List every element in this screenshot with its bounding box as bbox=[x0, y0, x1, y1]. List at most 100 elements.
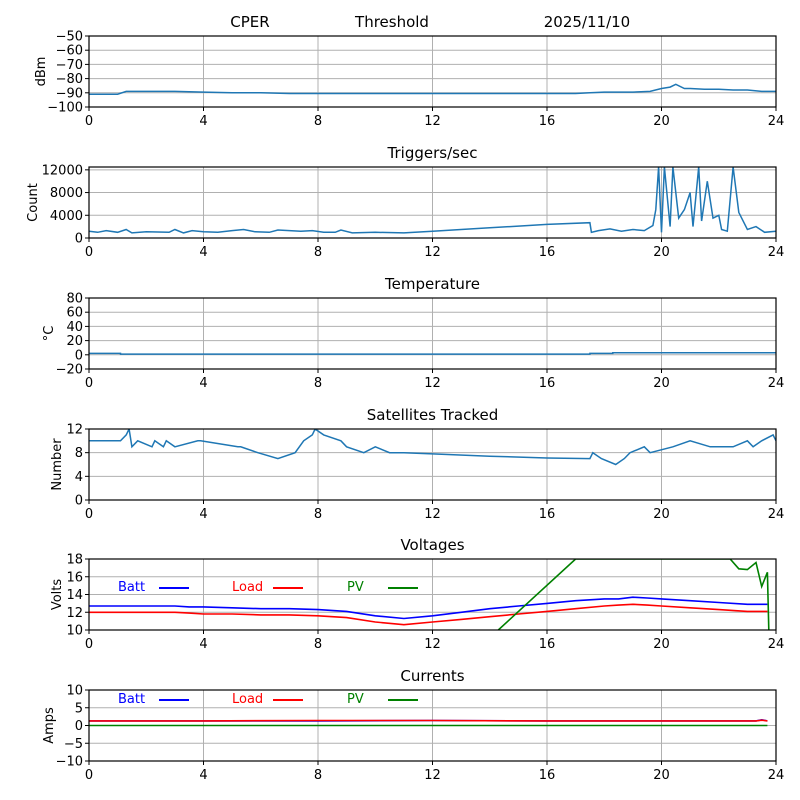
x-tick-label: 8 bbox=[314, 114, 322, 129]
legend-item-pv: PV bbox=[347, 692, 418, 707]
y-tick-label: 5 bbox=[75, 701, 83, 716]
x-tick-label: 8 bbox=[314, 376, 322, 391]
legend-label: Batt bbox=[118, 580, 145, 595]
panel-title: Satellites Tracked bbox=[367, 406, 498, 424]
x-tick-label: 12 bbox=[424, 768, 441, 783]
x-tick-label: 8 bbox=[314, 245, 322, 260]
y-tick-label: 14 bbox=[66, 588, 83, 603]
y-tick-label: −60 bbox=[56, 44, 83, 59]
x-tick-label: 20 bbox=[653, 637, 670, 652]
series-load bbox=[89, 603, 768, 626]
legend-label: Load bbox=[232, 692, 263, 707]
panel-dbm: 0 4 8 12 16 20 24 −100−90−80−70−60−50 dBm bbox=[34, 30, 784, 130]
x-tick-label: 24 bbox=[768, 245, 785, 260]
y-tick-label: 12 bbox=[66, 606, 83, 621]
x-tick-label: 0 bbox=[85, 507, 93, 522]
y-axis-label: Amps bbox=[42, 707, 57, 744]
series-triggers bbox=[89, 167, 776, 234]
y-tick-label: 0 bbox=[75, 232, 83, 247]
x-tick-label: 0 bbox=[85, 245, 93, 260]
panel-title: Voltages bbox=[400, 536, 464, 554]
y-tick-label: −70 bbox=[56, 58, 83, 73]
y-axis-label: dBm bbox=[34, 57, 49, 87]
x-tick-label: 20 bbox=[653, 507, 670, 522]
x-tick-label: 12 bbox=[424, 376, 441, 391]
x-tick-label: 4 bbox=[199, 768, 207, 783]
x-tick-label: 16 bbox=[539, 768, 556, 783]
x-tick-label: 24 bbox=[768, 637, 785, 652]
series-pv bbox=[497, 559, 770, 630]
y-tick-label: −20 bbox=[56, 363, 83, 378]
x-tick-label: 0 bbox=[85, 376, 93, 391]
panel-voltages: 0 4 8 12 16 20 24 10 12 14 16 18 Voltages Volts Batt Lo… bbox=[50, 536, 784, 652]
x-tick-label: 12 bbox=[424, 637, 441, 652]
y-tick-label: −80 bbox=[56, 72, 83, 87]
x-tick-label: 4 bbox=[199, 245, 207, 260]
y-tick-label: 0 bbox=[75, 494, 83, 509]
header-mode: Threshold bbox=[354, 13, 429, 31]
legend: Batt Load PV bbox=[118, 580, 418, 595]
x-tick-label: 16 bbox=[539, 245, 556, 260]
y-tick-label: 10 bbox=[66, 624, 83, 639]
legend-label: Load bbox=[232, 580, 263, 595]
legend-label: PV bbox=[347, 580, 364, 595]
x-tick-label: 8 bbox=[314, 507, 322, 522]
y-axis-label: Count bbox=[26, 183, 41, 222]
y-tick-label: 8 bbox=[75, 446, 83, 461]
x-tick-label: 24 bbox=[768, 376, 785, 391]
panel-satellites-tracked: 0 4 8 12 16 20 24 0 4 8 12 Satellites Tracked Number bbox=[50, 406, 784, 522]
y-tick-label: 12 bbox=[66, 423, 83, 438]
y-tick-label: 10 bbox=[66, 684, 83, 699]
x-tick-label: 20 bbox=[653, 114, 670, 129]
y-tick-label: −100 bbox=[47, 101, 83, 116]
y-tick-label: 18 bbox=[66, 553, 83, 568]
panel-currents: 0 4 8 12 16 20 24 −10 −5 0 5 10 Currents Amps Batt Load… bbox=[42, 667, 784, 783]
x-tick-label: 24 bbox=[768, 768, 785, 783]
x-tick-label: 24 bbox=[768, 507, 785, 522]
y-tick-label: −50 bbox=[56, 30, 83, 45]
series-batt bbox=[89, 596, 768, 620]
panel-title: Triggers/sec bbox=[387, 144, 478, 162]
x-tick-label: 16 bbox=[539, 507, 556, 522]
x-tick-label: 20 bbox=[653, 768, 670, 783]
y-axis-label: °C bbox=[42, 326, 57, 342]
y-tick-label: 80 bbox=[66, 292, 83, 307]
y-tick-label: 4 bbox=[75, 470, 83, 485]
y-tick-label: 12000 bbox=[42, 163, 83, 178]
series-load bbox=[89, 719, 768, 722]
legend-label: PV bbox=[347, 692, 364, 707]
legend-item-load: Load bbox=[232, 580, 303, 595]
x-tick-label: 0 bbox=[85, 768, 93, 783]
y-tick-label: 4000 bbox=[50, 209, 83, 224]
x-tick-label: 16 bbox=[539, 376, 556, 391]
x-tick-label: 24 bbox=[768, 114, 785, 129]
y-tick-label: 0 bbox=[75, 348, 83, 363]
panel-title: Currents bbox=[400, 667, 464, 685]
x-tick-label: 4 bbox=[199, 114, 207, 129]
series-satellites bbox=[89, 429, 776, 466]
y-axis-label: Volts bbox=[50, 579, 65, 611]
legend-item-load: Load bbox=[232, 692, 303, 707]
x-tick-label: 8 bbox=[314, 768, 322, 783]
x-tick-label: 20 bbox=[653, 376, 670, 391]
panel-title: Temperature bbox=[384, 275, 480, 293]
x-tick-label: 0 bbox=[85, 637, 93, 652]
legend-label: Batt bbox=[118, 692, 145, 707]
y-tick-label: −5 bbox=[64, 737, 83, 752]
y-tick-label: 0 bbox=[75, 719, 83, 734]
x-tick-label: 4 bbox=[199, 637, 207, 652]
x-tick-label: 20 bbox=[653, 245, 670, 260]
legend: Batt Load PV bbox=[118, 692, 418, 707]
x-tick-label: 8 bbox=[314, 637, 322, 652]
y-tick-label: −10 bbox=[56, 755, 83, 770]
header-station: CPER bbox=[230, 13, 269, 31]
legend-item-batt: Batt bbox=[118, 580, 189, 595]
x-tick-label: 16 bbox=[539, 114, 556, 129]
x-tick-label: 4 bbox=[199, 507, 207, 522]
x-tick-label: 12 bbox=[424, 114, 441, 129]
x-tick-label: 12 bbox=[424, 245, 441, 260]
y-tick-label: 16 bbox=[66, 570, 83, 585]
legend-item-pv: PV bbox=[347, 580, 418, 595]
x-tick-label: 12 bbox=[424, 507, 441, 522]
